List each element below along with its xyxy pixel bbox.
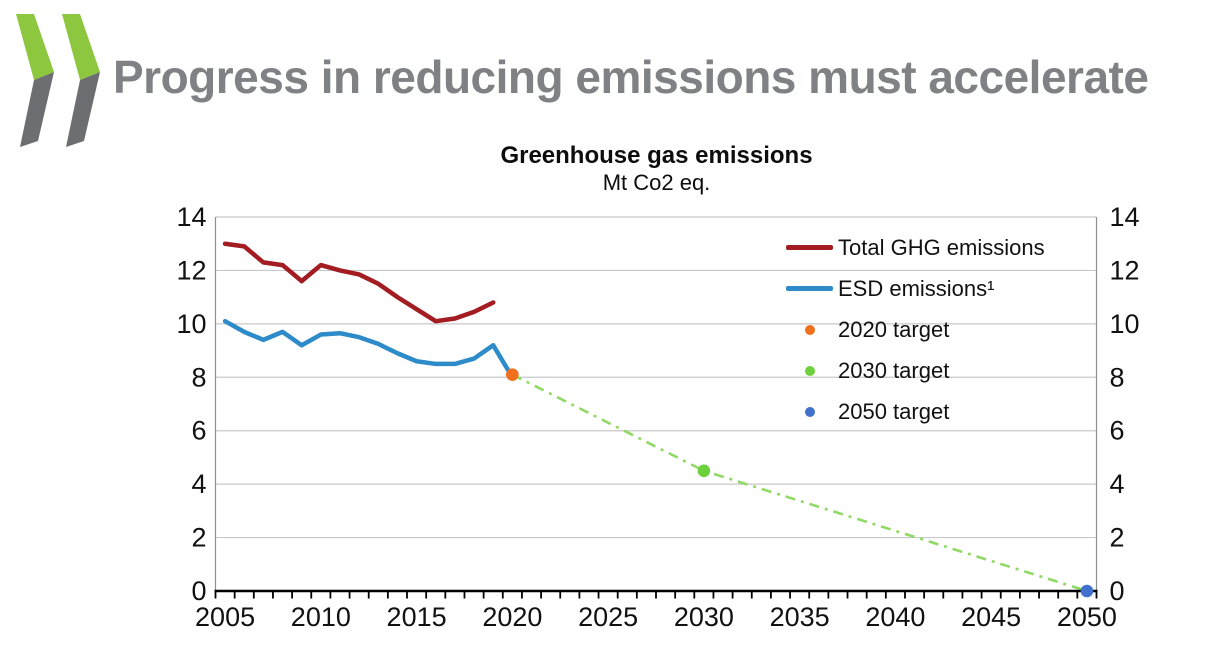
legend-swatch-color xyxy=(804,365,815,376)
legend-label: ESD emissions¹ xyxy=(838,275,995,301)
y-axis-label-right: 2 xyxy=(1110,523,1125,553)
x-axis-label: 2050 xyxy=(1057,602,1117,632)
legend-item-2: ESD emissions¹ xyxy=(786,268,1045,309)
x-axis-label: 2030 xyxy=(674,602,734,632)
x-axis-label: 2040 xyxy=(865,602,925,632)
chart-title: Greenhouse gas emissions xyxy=(500,142,813,169)
y-axis-label-left: 8 xyxy=(191,362,206,392)
x-axis-label: 2015 xyxy=(387,602,447,632)
y-axis-label-left: 0 xyxy=(191,576,206,606)
y-axis-label-right: 0 xyxy=(1110,576,1125,606)
slide-title: Progress in reducing emissions must acce… xyxy=(113,51,1149,103)
y-axis-label-right: 12 xyxy=(1110,255,1140,285)
x-axis-label: 2005 xyxy=(195,602,255,632)
x-axis-label: 2020 xyxy=(482,602,542,632)
target-dot-2050 xyxy=(1080,584,1094,598)
y-axis-label-right: 10 xyxy=(1110,309,1140,339)
legend-swatch-color xyxy=(786,245,833,250)
logo-chevron-1 xyxy=(16,14,54,147)
logo-chevron-gray-icon xyxy=(66,72,100,147)
y-axis-label-right: 14 xyxy=(1110,202,1140,232)
y-axis-label-left: 2 xyxy=(191,523,206,553)
x-axis-label: 2010 xyxy=(291,602,351,632)
y-axis-label-right: 4 xyxy=(1110,469,1125,499)
target-pathway-dashline xyxy=(511,373,1088,593)
legend-label: 2030 target xyxy=(838,357,950,383)
x-axis-label: 2045 xyxy=(961,602,1021,632)
y-axis-label-left: 12 xyxy=(176,255,206,285)
target-dot-2030 xyxy=(697,464,711,478)
x-axis-label: 2025 xyxy=(578,602,638,632)
series-line-esd xyxy=(222,318,515,380)
legend-line-swatch-icon xyxy=(786,245,833,250)
logo-chevron-gray-icon xyxy=(20,72,54,147)
oecd-chevrons-logo xyxy=(16,14,100,147)
y-axis-label-left: 6 xyxy=(191,416,206,446)
legend-swatch-color xyxy=(786,286,833,291)
legend-line-swatch-icon xyxy=(786,286,833,291)
logo-chevron-2 xyxy=(62,14,100,147)
legend-item-4: 2030 target xyxy=(786,350,1045,391)
y-axis-label-left: 14 xyxy=(176,202,206,232)
x-axis-label: 2035 xyxy=(770,602,830,632)
legend-dot-swatch-icon xyxy=(786,365,833,376)
legend-dot-swatch-icon xyxy=(786,406,833,417)
legend-swatch-color xyxy=(804,406,815,417)
logo-chevron-green-icon xyxy=(16,14,54,80)
chart-subtitle: Mt Co2 eq. xyxy=(602,170,711,195)
y-axis-label-right: 8 xyxy=(1110,362,1125,392)
legend-item-1: Total GHG emissions xyxy=(786,227,1045,268)
y-axis-label-right: 6 xyxy=(1110,416,1125,446)
series-line-total-ghg xyxy=(222,241,496,324)
target-dot-2020 xyxy=(506,368,519,381)
legend-dot-swatch-icon xyxy=(786,324,833,335)
legend-swatch-color xyxy=(804,324,815,335)
chart-legend: Total GHG emissions ESD emissions¹ 2020 ta… xyxy=(786,227,1045,432)
legend-item-5: 2050 target xyxy=(786,391,1045,432)
legend-item-3: 2020 target xyxy=(786,309,1045,350)
y-axis-label-left: 4 xyxy=(191,469,206,499)
y-axis-label-left: 10 xyxy=(176,309,206,339)
legend-label: 2020 target xyxy=(838,316,950,342)
legend-label: 2050 target xyxy=(838,398,950,424)
logo-chevron-green-icon xyxy=(62,14,100,80)
legend-label: Total GHG emissions xyxy=(838,234,1045,260)
